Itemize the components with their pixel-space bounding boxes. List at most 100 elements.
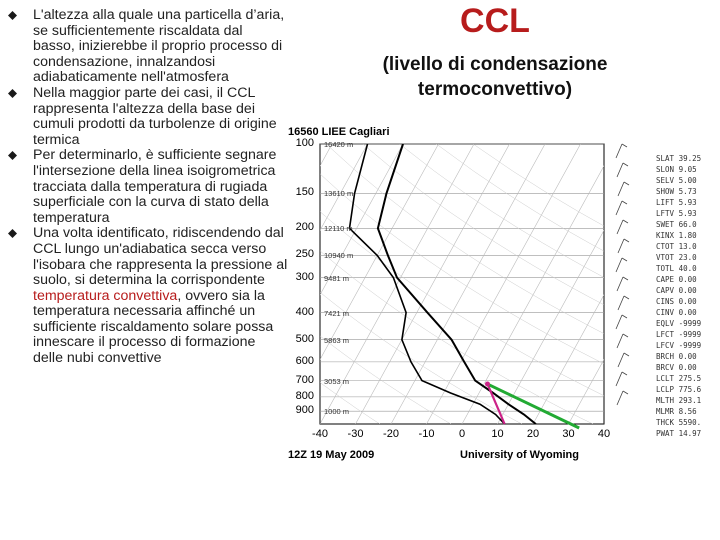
wind-barb-icon [621,257,628,262]
sounding-index-label: CAPV 0.00 [656,286,697,295]
isotherm-line [461,165,604,424]
chart-footer-left: 12Z 19 May 2009 [288,449,375,461]
sounding-index-label: BRCV 0.00 [656,363,697,372]
sounding-index-label: TOTL 40.0 [656,264,697,273]
sounding-index-label: LCLP 775.6 [656,385,702,394]
pressure-tick-label: 400 [295,305,314,318]
wind-barb-icon [616,219,624,235]
isotherm-line [320,144,404,296]
temperature-tick-label: -40 [312,428,328,440]
sounding-index-label: CAPE 0.00 [656,275,697,284]
pressure-tick-label: 300 [295,270,314,283]
bullet-text-2: Nella maggior parte dei casi, il CCL rap… [33,84,277,148]
pressure-tick-label: 200 [295,221,314,234]
sounding-index-label: SLON 9.05 [656,165,697,174]
dry-adiabat-line [320,211,604,397]
dry-adiabat-line [362,144,604,306]
dry-adiabat-line [320,173,604,365]
pressure-tick-label: 100 [295,137,314,149]
pressure-tick-label: 150 [295,186,314,199]
temperature-profile-line [376,144,537,424]
slide-title: CCL [460,2,530,40]
pressure-tick-label: 250 [295,248,314,261]
height-label: 10940 m [324,251,354,261]
wind-barb-icon [617,295,625,311]
wind-barb-icon [623,238,630,243]
wind-barb-icon [623,295,630,300]
wind-barb-icon [615,143,623,159]
sounding-index-label: THCK 5590. [656,418,702,427]
isotherm-line [355,144,510,424]
sounding-index-label: EQLV -9999 [656,319,702,328]
bullet-item-2: Nella maggior parte dei casi, il CCL rap… [8,84,288,148]
dry-adiabat-line [326,144,604,334]
wind-barb-icon [622,162,629,167]
isotherm-line [568,358,604,424]
diamond-bullet-icon [8,88,17,98]
wind-barb-icon [617,238,625,254]
sounding-index-label: LFCV -9999 [656,341,702,350]
bullet-highlight: temperatura convettiva [33,287,178,304]
bullet-list: L'altezza alla quale una particella d’ar… [8,7,288,367]
bullet-item-3: Per determinarlo, è sufficiente segnare … [8,148,288,226]
temperature-tick-label: 0 [458,428,466,440]
sounding-index-label: MLTH 293.1 [656,396,702,405]
sounding-index-label: KINX 1.80 [656,231,697,240]
height-label: 13610 m [324,189,354,199]
wind-barb-icon [617,352,625,368]
dry-adiabat-line [399,144,604,278]
subtitle-line-2: termoconvettivo) [417,79,573,100]
wind-barb-icon [621,143,628,148]
temperature-tick-label: 20 [526,428,540,440]
sounding-index-label: LFTV 5.93 [656,209,697,218]
dewpoint-profile-line [348,144,506,424]
isotherm-line [532,294,604,424]
sounding-index-label: CTOT 13.0 [656,242,697,251]
plot-frame [319,143,605,425]
wind-barb-icon [616,162,624,178]
skew-t-chart: 16560 LIEE Cagliari 100 150 200 250 300 400 50… [284,124,720,466]
ccl-point [485,381,491,387]
wind-barb-icon [615,371,623,387]
height-label: 9481 m [324,273,350,283]
sounding-index-label: SELV 5.00 [656,176,697,185]
pressure-tick-label: 700 [295,373,314,386]
subtitle-line-1: (livello di condensazione [382,54,608,75]
sounding-index-label: LIFT 5.93 [656,198,697,207]
height-label: 12110 m [324,224,353,234]
ccl-dry-adiabat-line [486,382,580,430]
diamond-bullet-icon [8,151,17,161]
diamond-bullet-icon [8,11,17,20]
isotherm-line [426,144,581,424]
diamond-bullet-icon [8,229,17,239]
wind-barb-icon [617,181,625,197]
wind-barb-icon [615,314,623,330]
sounding-index-label: PWAT 14.97 [656,429,702,438]
sounding-index-label: CINV 0.00 [656,308,697,317]
sounding-index-label: LCLT 275.5 [656,374,702,383]
wind-barb-icon [621,200,628,205]
sounding-index-label: BRCH 0.00 [656,352,697,361]
bullet-text-4b: , ovvero sia la temperatura necessaria a… [33,287,274,367]
temperature-tick-label: -20 [383,428,399,440]
height-label: 5863 m [324,335,350,345]
sounding-index-label: MLMR 8.56 [656,407,697,416]
sounding-index-label: LFCT -9999 [656,330,702,339]
slide-subtitle: (livello di condensazione termoconvettiv… [340,52,650,102]
temperature-tick-label: 10 [491,428,504,440]
wind-barb-icon [616,276,624,292]
height-label: 3053 m [324,376,350,386]
sounding-index-label: SHOW 5.73 [656,187,697,196]
wind-barb-icon [623,352,630,357]
dry-adiabat-line [320,291,522,424]
pressure-tick-label: 900 [295,404,314,417]
bullet-text-1: L'altezza alla quale una particella d’ar… [33,7,285,86]
temperature-tick-label: -30 [347,428,364,440]
chart-footer-right: University of Wyoming [460,449,579,461]
isotherm-line [320,144,475,424]
bullet-item-1: L'altezza alla quale una particella d’ar… [8,7,288,86]
height-label: 16420 m [324,140,354,149]
wind-barb-icon [615,200,623,216]
isotherm-line [390,144,546,424]
height-label: 1000 m [324,407,350,417]
